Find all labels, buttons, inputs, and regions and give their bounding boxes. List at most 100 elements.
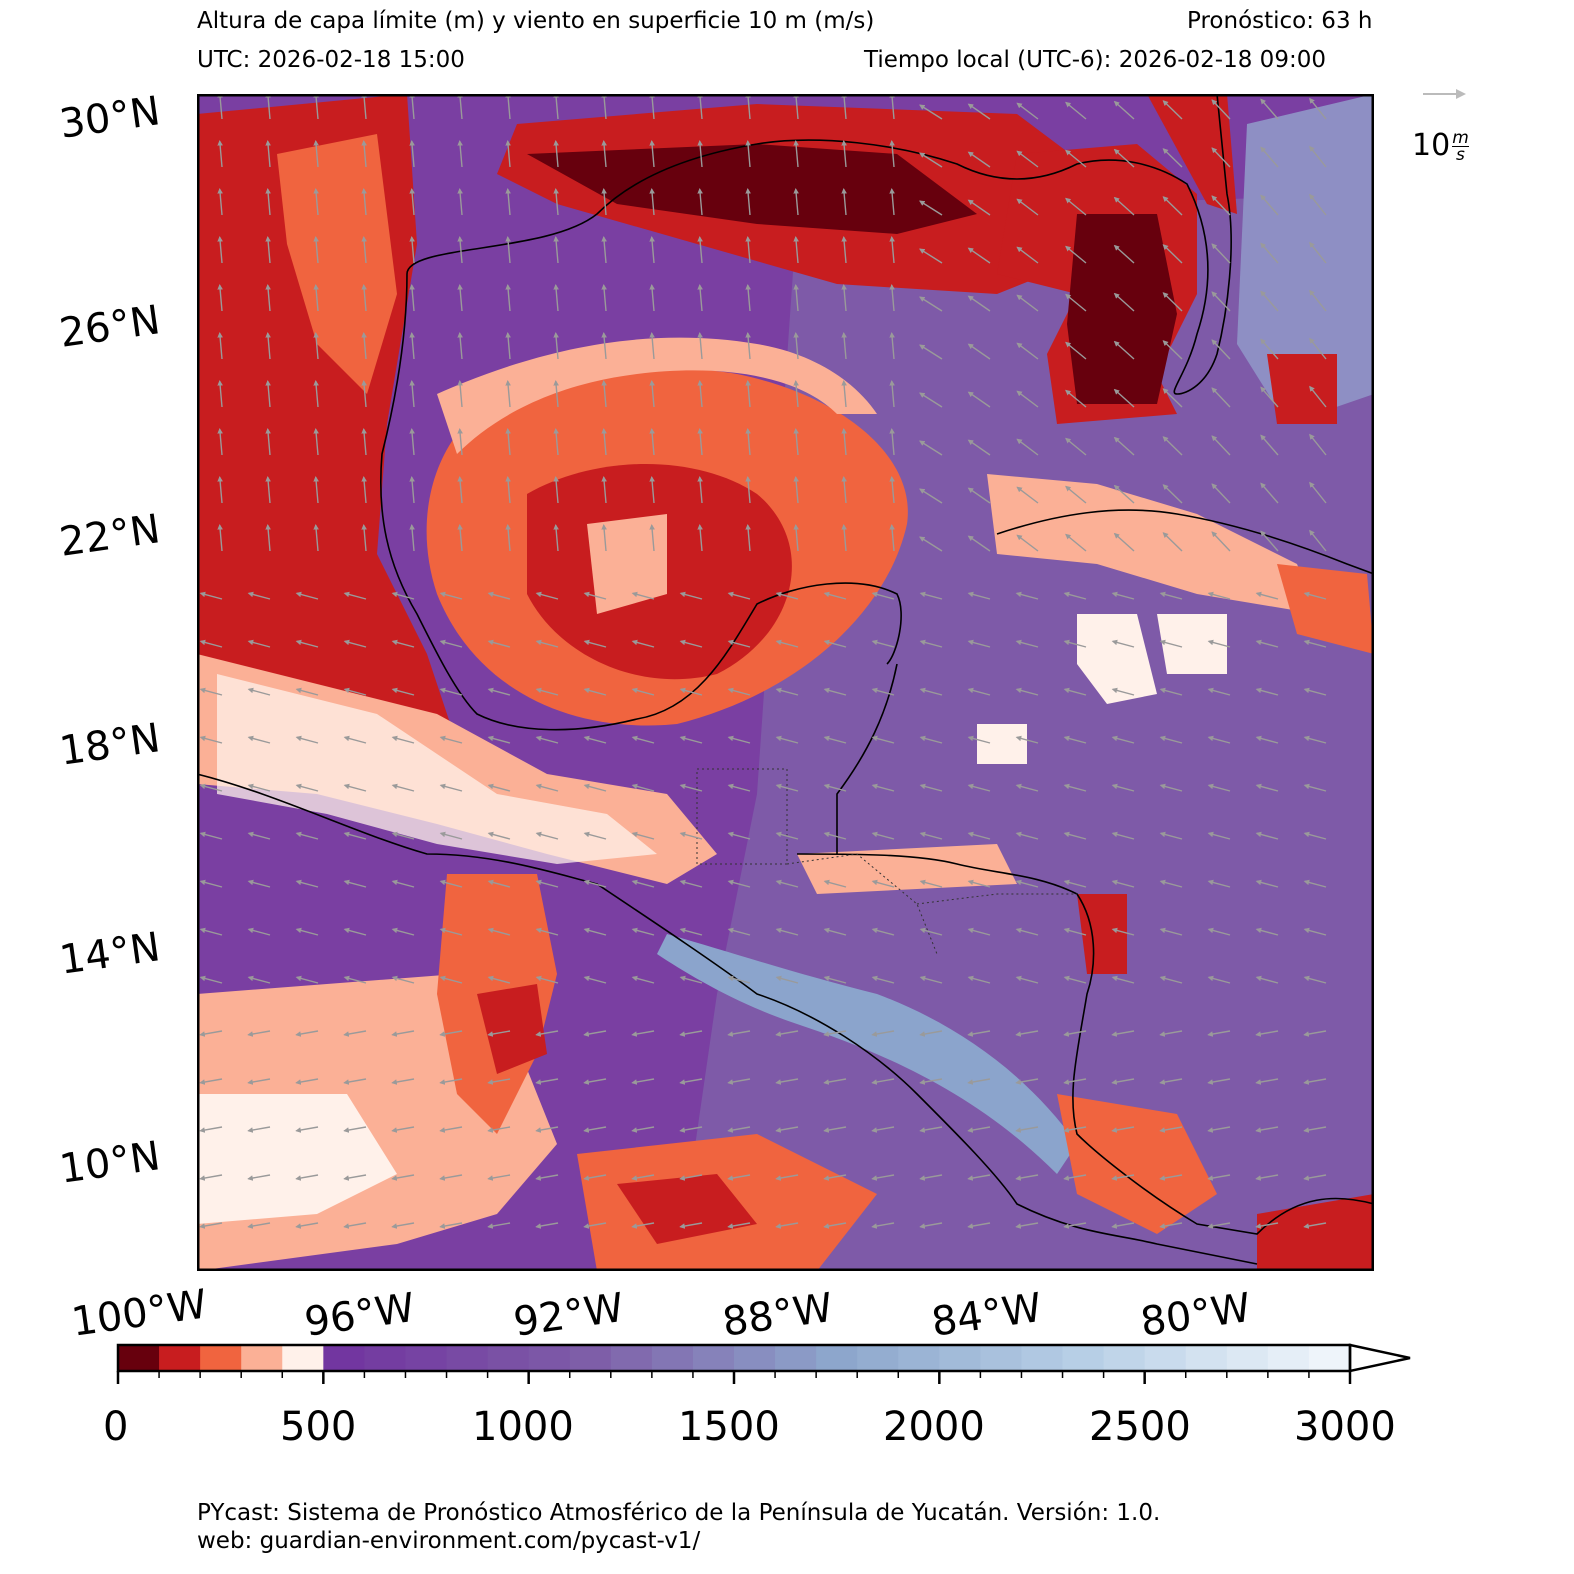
wind-arrow bbox=[631, 975, 655, 984]
colorbar-cell bbox=[364, 1345, 406, 1371]
wind-arrow bbox=[1159, 975, 1183, 984]
wind-arrow bbox=[919, 831, 943, 840]
wind-arrow bbox=[967, 535, 991, 552]
pbl-region-honduras-coast bbox=[797, 844, 1017, 894]
wind-arrow bbox=[679, 879, 703, 888]
wind-arrow bbox=[439, 1030, 463, 1037]
wind-arrow bbox=[535, 879, 559, 888]
wind-arrow bbox=[313, 379, 319, 408]
wind-arrow bbox=[727, 783, 751, 792]
map-panel bbox=[197, 94, 1374, 1271]
wind-arrow bbox=[601, 331, 607, 360]
wind-arrow bbox=[697, 475, 703, 504]
wind-arrow bbox=[1309, 289, 1327, 312]
wind-arrow bbox=[535, 927, 559, 936]
wind-arrow bbox=[1113, 292, 1135, 312]
wind-arrow bbox=[775, 879, 799, 888]
wind-arrow bbox=[535, 735, 559, 744]
wind-arrow bbox=[439, 639, 463, 648]
wind-arrow bbox=[919, 639, 943, 648]
wind-arrow bbox=[1303, 1126, 1327, 1133]
wind-arrow bbox=[391, 591, 415, 600]
wind-arrow bbox=[457, 427, 463, 456]
wind-arrow bbox=[487, 879, 511, 888]
wind-arrow bbox=[391, 639, 415, 648]
wind-arrow bbox=[391, 879, 415, 888]
wind-arrow bbox=[553, 379, 559, 408]
wind-arrow bbox=[1016, 246, 1039, 264]
colorbar-cell bbox=[118, 1345, 160, 1371]
wind-arrow bbox=[967, 487, 991, 504]
wind-arrow bbox=[793, 379, 799, 408]
wind-arrow bbox=[919, 536, 943, 552]
wind-arrow bbox=[1255, 687, 1279, 696]
wind-arrow bbox=[841, 94, 847, 120]
wind-arrow bbox=[217, 523, 223, 552]
wind-arrow bbox=[823, 1030, 847, 1037]
wind-arrow bbox=[535, 831, 559, 840]
wind-arrow bbox=[505, 379, 511, 408]
pbl-region-caribbean-white-3 bbox=[977, 724, 1027, 764]
wind-arrow bbox=[439, 783, 463, 792]
wind-arrow bbox=[1016, 102, 1039, 120]
wind-arrow bbox=[823, 591, 847, 600]
lat-label-10n: 10°N bbox=[56, 1133, 164, 1193]
wind-arrow bbox=[1063, 1174, 1087, 1181]
wind-arrow bbox=[727, 1078, 751, 1085]
wind-arrow bbox=[217, 235, 223, 264]
wind-arrow bbox=[199, 1078, 223, 1085]
wind-arrow bbox=[391, 975, 415, 984]
wind-arrow bbox=[727, 639, 751, 648]
wind-arrow bbox=[1111, 687, 1135, 696]
wind-arrow bbox=[1303, 879, 1327, 888]
wind-arrow bbox=[1111, 1078, 1135, 1085]
wind-arrow bbox=[967, 831, 991, 840]
wind-arrow bbox=[199, 639, 223, 648]
wind-arrow bbox=[823, 735, 847, 744]
wind-arrow bbox=[1207, 975, 1231, 984]
wind-arrow bbox=[1260, 290, 1279, 312]
wind-arrow bbox=[841, 139, 847, 168]
wind-arrow bbox=[1255, 879, 1279, 888]
pbl-region-gulf-north-dark bbox=[527, 144, 977, 234]
wind-arrow bbox=[697, 187, 703, 216]
wind-arrow bbox=[199, 975, 223, 984]
wind-arrow bbox=[199, 831, 223, 840]
wind-arrow bbox=[1303, 687, 1327, 696]
wind-arrow bbox=[313, 187, 319, 216]
wind-arrow bbox=[1113, 484, 1135, 504]
wind-arrow bbox=[295, 783, 319, 792]
colorbar-cell bbox=[241, 1345, 283, 1371]
wind-arrow bbox=[1111, 591, 1135, 600]
wind-arrow bbox=[823, 1222, 847, 1229]
wind-arrow bbox=[631, 687, 655, 696]
wind-arrow bbox=[1207, 687, 1231, 696]
wind-arrow bbox=[583, 1222, 607, 1229]
wind-arrow bbox=[583, 639, 607, 648]
wind-arrow bbox=[793, 427, 799, 456]
wind-arrow bbox=[745, 94, 751, 120]
wind-arrow bbox=[793, 283, 799, 312]
wind-arrow bbox=[247, 1222, 271, 1229]
colorbar-tick-1000: 1000 bbox=[472, 1404, 574, 1450]
wind-arrow bbox=[967, 103, 991, 120]
wind-arrow bbox=[505, 139, 511, 168]
wind-arrow bbox=[775, 831, 799, 840]
wind-arrow bbox=[1113, 532, 1135, 552]
pbl-region-mexico-mottle bbox=[217, 674, 657, 864]
wind-arrow bbox=[1255, 1078, 1279, 1085]
wind-arrow bbox=[679, 735, 703, 744]
wind-arrow bbox=[295, 1030, 319, 1037]
colorbar-tick-500: 500 bbox=[280, 1404, 357, 1450]
wind-arrow bbox=[457, 331, 463, 360]
wind-arrow bbox=[1016, 294, 1039, 312]
wind-arrow bbox=[199, 735, 223, 744]
wind-arrow bbox=[583, 783, 607, 792]
colorbar-cell bbox=[1062, 1345, 1105, 1371]
wind-arrow bbox=[1063, 975, 1087, 984]
wind-arrow bbox=[697, 139, 703, 168]
wind-arrow bbox=[505, 427, 511, 456]
wind-arrow bbox=[1162, 388, 1183, 408]
pbl-region-gulf-ring bbox=[437, 337, 877, 454]
wind-arrow bbox=[1260, 194, 1279, 216]
